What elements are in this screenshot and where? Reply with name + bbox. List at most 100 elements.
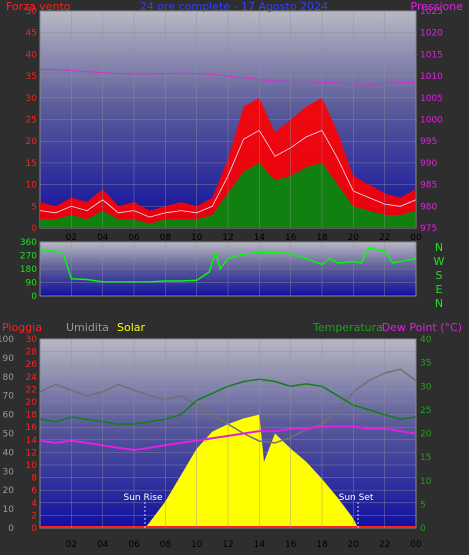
pressure-tick-label: 980 xyxy=(420,202,437,212)
rain-tick-label: 4 xyxy=(31,499,37,509)
temperature-tick-label: 20 xyxy=(420,430,432,440)
wind-header: Forza vento xyxy=(6,0,71,13)
x-tick-label-top: 14 xyxy=(254,233,266,243)
rain-tick-label: 28 xyxy=(26,348,38,358)
solar-header: Solar xyxy=(117,321,146,334)
humidity-tick-label: 100 xyxy=(0,335,14,345)
pressure-tick-label: 1010 xyxy=(420,72,443,82)
pressure-tick-label: 1005 xyxy=(420,94,443,104)
x-tick-label-bottom: 04 xyxy=(97,540,109,550)
pressure-tick-label: 975 xyxy=(420,224,437,234)
temperature-tick-label: 0 xyxy=(420,524,426,534)
direction-letters: N W S E N xyxy=(434,241,445,310)
humidity-tick-label: 30 xyxy=(3,467,15,477)
x-tick-label-top: 04 xyxy=(97,233,109,243)
x-tick-label-top: 08 xyxy=(160,233,172,243)
chart-title: 24 ore complete - 17 Agosto 2024 xyxy=(140,0,328,13)
rain-tick-label: 2 xyxy=(31,511,37,521)
rain-tick-label: 20 xyxy=(26,398,38,408)
humidity-tick-label: 20 xyxy=(3,486,15,496)
x-tick-label-bottom: 08 xyxy=(160,540,172,550)
dir-letter-s: S xyxy=(436,269,443,282)
wind-tick-label: 25 xyxy=(26,116,37,126)
direction-tick-label: 90 xyxy=(26,279,38,289)
humidity-tick-label: 50 xyxy=(3,430,15,440)
pressure-tick-label: 1025 xyxy=(420,7,443,17)
humidity-tick-label: 10 xyxy=(3,505,15,515)
sunrise-label: Sun Rise xyxy=(124,493,163,503)
x-tick-label-bottom: 06 xyxy=(128,540,140,550)
wind-tick-label: 30 xyxy=(26,94,38,104)
rain-tick-label: 14 xyxy=(26,436,38,446)
rain-tick-label: 30 xyxy=(26,335,38,345)
x-tick-label-bottom: 22 xyxy=(379,540,390,550)
rain-tick-label: 12 xyxy=(26,448,37,458)
wind-tick-label: 0 xyxy=(31,224,37,234)
dir-letter-n-top: N xyxy=(435,241,443,254)
wind-tick-label: 45 xyxy=(26,29,37,39)
x-tick-label-bottom: 10 xyxy=(191,540,203,550)
dir-letter-w: W xyxy=(434,255,445,268)
rain-tick-label: 22 xyxy=(26,385,37,395)
direction-tick-label: 270 xyxy=(20,252,37,262)
solar-area xyxy=(144,414,359,528)
rain-tick-label: 18 xyxy=(26,411,38,421)
x-tick-label-top: 16 xyxy=(285,233,297,243)
x-tick-label-top: 02 xyxy=(66,233,77,243)
chart-marks: 0510152025303540455097598098599099510001… xyxy=(0,7,443,550)
humidity-tick-label: 0 xyxy=(8,524,14,534)
dewpoint-header: Dew Point (°C) xyxy=(382,321,462,334)
rain-tick-label: 16 xyxy=(26,423,38,433)
humidity-tick-label: 40 xyxy=(3,448,15,458)
x-tick-label-bottom: 14 xyxy=(254,540,266,550)
rain-header: Pioggia xyxy=(2,321,42,334)
wind-tick-label: 35 xyxy=(26,72,37,82)
wind-tick-label: 5 xyxy=(31,202,37,212)
dir-letter-e: E xyxy=(436,283,443,296)
temperature-tick-label: 30 xyxy=(420,382,432,392)
temperature-tick-label: 10 xyxy=(420,477,432,487)
x-tick-label-bottom: 12 xyxy=(222,540,233,550)
x-tick-label-top: 22 xyxy=(379,233,390,243)
rain-tick-label: 0 xyxy=(31,524,37,534)
temperature-tick-label: 25 xyxy=(420,406,431,416)
x-tick-label-top: 12 xyxy=(222,233,233,243)
x-tick-label-top: 10 xyxy=(191,233,203,243)
rain-tick-label: 24 xyxy=(26,373,38,383)
wind-tick-label: 40 xyxy=(26,50,38,60)
pressure-tick-label: 1015 xyxy=(420,50,443,60)
pressure-tick-label: 985 xyxy=(420,181,437,191)
pressure-tick-label: 990 xyxy=(420,159,437,169)
x-tick-label-bottom: 00 xyxy=(410,540,422,550)
x-tick-label-top: 06 xyxy=(128,233,140,243)
humidity-tick-label: 90 xyxy=(3,354,15,364)
wind-tick-label: 10 xyxy=(26,181,38,191)
direction-tick-label: 0 xyxy=(31,292,37,302)
temperature-tick-label: 5 xyxy=(420,500,426,510)
humidity-tick-label: 70 xyxy=(3,392,15,402)
rain-tick-label: 8 xyxy=(31,474,37,484)
temperature-tick-label: 40 xyxy=(420,335,432,345)
temperature-tick-label: 35 xyxy=(420,359,431,369)
rain-tick-label: 26 xyxy=(26,360,38,370)
dir-letter-n-bottom: N xyxy=(435,297,443,310)
x-tick-label-bottom: 02 xyxy=(66,540,77,550)
x-tick-label-bottom: 18 xyxy=(316,540,328,550)
pressure-header: Pressione xyxy=(411,0,464,13)
wind-tick-label: 50 xyxy=(26,7,38,17)
rain-tick-label: 10 xyxy=(26,461,38,471)
wind-tick-label: 15 xyxy=(26,159,37,169)
rain-tick-label: 6 xyxy=(31,486,37,496)
x-tick-label-top: 18 xyxy=(316,233,328,243)
pressure-tick-label: 995 xyxy=(420,137,437,147)
temperature-tick-label: 15 xyxy=(420,453,431,463)
x-tick-label-top: 20 xyxy=(348,233,360,243)
pressure-tick-label: 1020 xyxy=(420,29,443,39)
temperature-header: Temperatura xyxy=(312,321,383,334)
direction-tick-label: 180 xyxy=(20,265,37,275)
pressure-tick-label: 1000 xyxy=(420,116,443,126)
humidity-header: Umidita xyxy=(66,321,109,334)
sunset-label: Sun Set xyxy=(339,493,374,503)
humidity-tick-label: 60 xyxy=(3,411,15,421)
